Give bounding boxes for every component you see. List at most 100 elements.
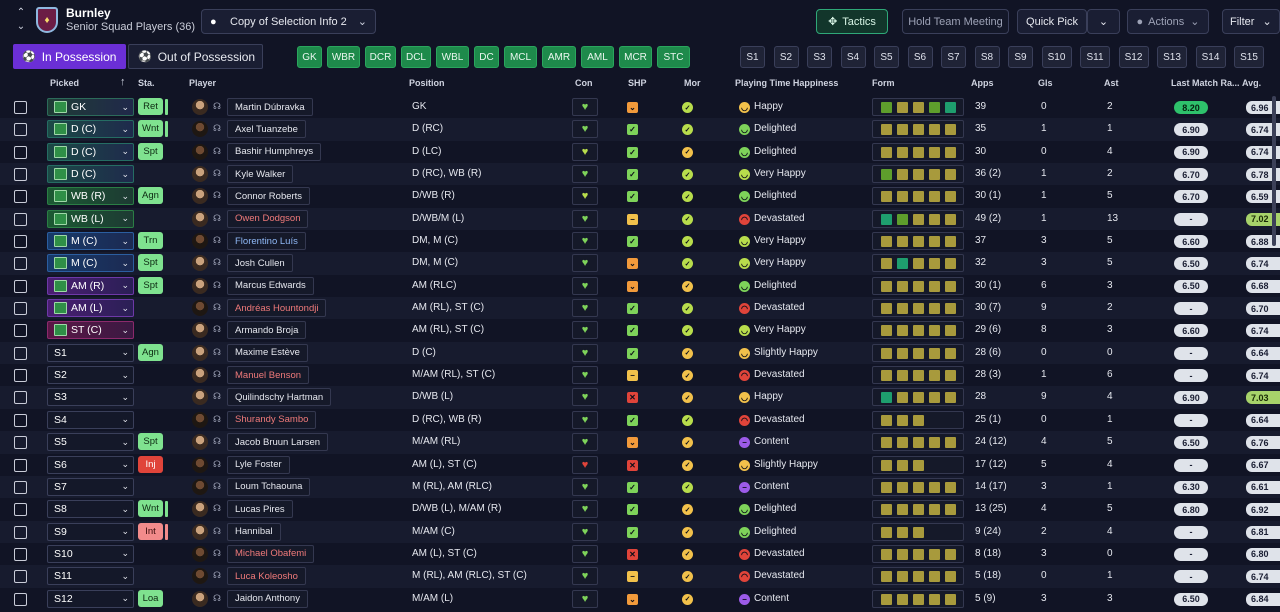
slot-chip-s9[interactable]: S9 xyxy=(1008,46,1033,68)
select-checkbox[interactable] xyxy=(14,324,27,338)
table-row[interactable]: M (C) ⌄ Trn ☊ Florentino Luís DM, M (C) ♥ ✓ ✓ ◡ Ve… xyxy=(0,230,1280,252)
position-chip-stc[interactable]: STC xyxy=(657,46,690,68)
select-checkbox[interactable] xyxy=(14,391,27,405)
picked-select[interactable]: D (C) ⌄ xyxy=(47,120,134,139)
position-chip-amr[interactable]: AMR xyxy=(542,46,576,68)
picked-select[interactable]: AM (R) ⌄ xyxy=(47,276,134,295)
select-checkbox[interactable] xyxy=(14,369,27,383)
col-mor[interactable]: Mor xyxy=(684,78,701,88)
player-name[interactable]: Owen Dodgson xyxy=(227,209,309,228)
slot-chip-s6[interactable]: S6 xyxy=(907,46,933,68)
slot-chip-s10[interactable]: S10 xyxy=(1041,46,1072,68)
table-row[interactable]: S1 ⌄ Agn ☊ Maxime Estève D (C) ♥ ✓ ✓ ◡ Slightly Ha… xyxy=(0,341,1280,365)
player-name[interactable]: Hannibal xyxy=(227,522,281,541)
select-checkbox[interactable] xyxy=(14,190,27,204)
club-switch-arrows[interactable]: ⌃ ⌄ xyxy=(16,7,26,32)
col-sta[interactable]: Sta. xyxy=(138,78,155,88)
table-row[interactable]: S4 ⌄ ☊ Shurandy Sambo D (RC), WB (R) ♥ ✓ ✓ ◠ Deva… xyxy=(0,409,1280,431)
table-row[interactable]: ST (C) ⌄ ☊ Armando Broja AM (RL), ST (C) ♥ ✓ ✓ ◡… xyxy=(0,319,1280,341)
quick-pick-button[interactable]: Quick Pick xyxy=(1017,9,1087,34)
picked-select[interactable]: M (C) ⌄ xyxy=(47,232,134,251)
select-checkbox[interactable] xyxy=(14,413,27,427)
col-shp[interactable]: SHP xyxy=(628,78,647,88)
position-chip-dc[interactable]: DC xyxy=(474,46,499,68)
player-name[interactable]: Axel Tuanzebe xyxy=(227,120,306,139)
picked-select[interactable]: S3 ⌄ xyxy=(47,388,134,407)
picked-select[interactable]: S6 ⌄ xyxy=(47,455,134,474)
select-checkbox[interactable] xyxy=(14,346,27,360)
slot-chip-s2[interactable]: S2 xyxy=(773,46,799,68)
table-row[interactable]: WB (L) ⌄ ☊ Owen Dodgson D/WB/M (L) ♥ − ✓ ◠ Devast… xyxy=(0,207,1280,231)
table-row[interactable]: M (C) ⌄ Spt ☊ Josh Cullen DM, M (C) ♥ ⌄ ✓ ◡ Very H… xyxy=(0,252,1280,275)
col-avg[interactable]: Avg. xyxy=(1242,78,1262,88)
player-name[interactable]: Marcus Edwards xyxy=(227,276,314,295)
picked-select[interactable]: S2 ⌄ xyxy=(47,366,134,385)
select-checkbox[interactable] xyxy=(14,145,27,159)
select-checkbox[interactable] xyxy=(14,503,27,517)
slot-chip-s3[interactable]: S3 xyxy=(807,46,832,68)
position-chip-aml[interactable]: AML xyxy=(581,46,614,68)
table-row[interactable]: D (C) ⌄ Spt ☊ Bashir Humphreys D (LC) ♥ ✓ ✓ ◡ Deli… xyxy=(0,141,1280,163)
col-con[interactable]: Con xyxy=(575,78,593,88)
table-row[interactable]: AM (L) ⌄ ☊ Andréas Hountondji AM (RL), ST (C… xyxy=(0,297,1280,320)
col-form[interactable]: Form xyxy=(872,78,895,88)
player-name[interactable]: Jaidon Anthony xyxy=(227,589,308,608)
picked-select[interactable]: M (C) ⌄ xyxy=(47,254,134,273)
table-row[interactable]: S3 ⌄ ☊ Quilindschy Hartman D/WB (L) ♥ ✕ ✓ ◡ Happy… xyxy=(0,386,1280,409)
player-name[interactable]: Martin Dúbravka xyxy=(227,98,313,116)
table-row[interactable]: S10 ⌄ ☊ Michael Obafemi AM (L), ST (C) ♥ ✕ ✓ ◠ De… xyxy=(0,543,1280,565)
picked-select[interactable]: WB (R) ⌄ xyxy=(47,187,134,206)
select-checkbox[interactable] xyxy=(14,101,27,114)
picked-select[interactable]: AM (L) ⌄ xyxy=(47,299,134,318)
table-row[interactable]: GK ⌄ Ret ☊ Martin Dúbravka GK ♥ ⌄ ✓ ◡ Happy 39 0 2 8.2… xyxy=(0,96,1280,118)
table-row[interactable]: S8 ⌄ Wnt ☊ Lucas Pires D/WB (L), M/AM (R) ♥ ✓ ✓ ◡… xyxy=(0,498,1280,520)
position-chip-gk[interactable]: GK xyxy=(297,46,322,68)
select-checkbox[interactable] xyxy=(14,279,27,293)
player-name[interactable]: Andréas Hountondji xyxy=(227,299,327,318)
picked-select[interactable]: ST (C) ⌄ xyxy=(47,321,134,340)
picked-select[interactable]: S8 ⌄ xyxy=(47,500,134,519)
col-gls[interactable]: Gls xyxy=(1038,78,1053,88)
tactics-button[interactable]: ✥ Tactics xyxy=(816,9,888,34)
table-row[interactable]: S7 ⌄ ☊ Loum Tchaouna M (RL), AM (RLC) ♥ ✓ ✓ − Con… xyxy=(0,475,1280,499)
quick-pick-dropdown[interactable]: ⌄ xyxy=(1087,9,1120,34)
player-name[interactable]: Maxime Estève xyxy=(227,343,308,362)
player-name[interactable]: Jacob Bruun Larsen xyxy=(227,433,329,452)
filter-button[interactable]: Filter ⌄ xyxy=(1222,9,1280,34)
select-checkbox[interactable] xyxy=(14,168,27,182)
player-name[interactable]: Manuel Benson xyxy=(227,366,310,385)
slot-chip-s12[interactable]: S12 xyxy=(1118,46,1149,68)
player-name[interactable]: Luca Koleosho xyxy=(227,567,306,586)
select-checkbox[interactable] xyxy=(14,212,27,226)
player-name[interactable]: Bashir Humphreys xyxy=(227,142,322,161)
slot-chip-s11[interactable]: S11 xyxy=(1080,46,1110,68)
player-name[interactable]: Josh Cullen xyxy=(227,254,293,273)
col-ast[interactable]: Ast xyxy=(1104,78,1119,88)
picked-select[interactable]: S12 ⌄ xyxy=(47,589,134,608)
position-chip-wbr[interactable]: WBR xyxy=(327,46,360,68)
picked-select[interactable]: D (C) ⌄ xyxy=(47,165,134,184)
scrollbar[interactable] xyxy=(1272,96,1276,246)
select-checkbox[interactable] xyxy=(14,480,27,494)
col-pth[interactable]: Playing Time Happiness xyxy=(735,78,839,88)
col-lmr[interactable]: Last Match Ra... xyxy=(1171,78,1240,88)
picked-select[interactable]: S11 ⌄ xyxy=(47,567,134,586)
select-checkbox[interactable] xyxy=(14,525,27,539)
player-name[interactable]: Michael Obafemi xyxy=(227,544,315,563)
position-chip-dcr[interactable]: DCR xyxy=(365,46,396,68)
slot-chip-s8[interactable]: S8 xyxy=(974,46,1000,68)
player-name[interactable]: Lucas Pires xyxy=(227,500,293,519)
player-name[interactable]: Loum Tchaouna xyxy=(227,477,311,496)
table-row[interactable]: S5 ⌄ Spt ☊ Jacob Bruun Larsen M/AM (RL) ♥ ⌄ ✓ − Co… xyxy=(0,431,1280,454)
select-checkbox[interactable] xyxy=(14,302,27,316)
slot-chip-s4[interactable]: S4 xyxy=(840,46,866,68)
slot-chip-s5[interactable]: S5 xyxy=(874,46,899,68)
view-selector[interactable]: ● Copy of Selection Info 2 ⌄ xyxy=(201,9,376,34)
col-picked[interactable]: Picked xyxy=(50,78,80,88)
table-row[interactable]: S9 ⌄ Int ☊ Hannibal M/AM (C) ♥ ✓ ✓ ◡ Delighted 9 (2… xyxy=(0,520,1280,543)
col-apps[interactable]: Apps xyxy=(971,78,994,88)
player-name[interactable]: Connor Roberts xyxy=(227,187,311,206)
player-name[interactable]: Quilindschy Hartman xyxy=(227,388,332,407)
select-checkbox[interactable] xyxy=(14,547,27,561)
player-name[interactable]: Florentino Luís xyxy=(227,232,306,251)
